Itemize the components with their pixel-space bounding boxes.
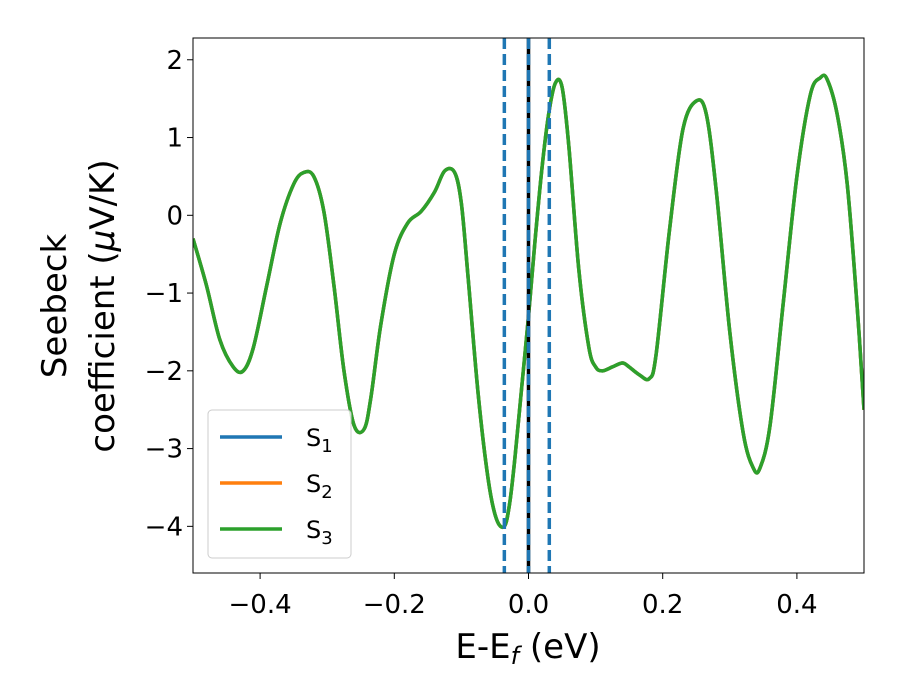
- x-axis-label: E-Ef (eV): [455, 627, 600, 670]
- y-tick-label: −1: [145, 279, 183, 309]
- y-tick-label: −3: [145, 435, 183, 465]
- y-tick-label: 2: [166, 46, 183, 76]
- series-line-s3: [193, 73, 864, 530]
- y-axis-label: Seebeck coefficient (μV/K): [35, 159, 123, 452]
- y-tick-label: −4: [145, 512, 183, 542]
- x-tick-label: −0.4: [229, 590, 292, 620]
- y-axis-ticks: 2 1 0 −1 −2 −3 −4: [145, 46, 193, 542]
- y-axis-label-line1: Seebeck: [35, 234, 75, 379]
- x-tick-label: 0.2: [642, 590, 683, 620]
- x-tick-label: −0.2: [363, 590, 426, 620]
- y-tick-label: −2: [145, 357, 183, 387]
- series-layer: [193, 73, 864, 530]
- legend: S1 S2 S3: [207, 409, 352, 559]
- y-tick-label: 0: [166, 201, 183, 231]
- legend-label-s1: S1: [306, 424, 333, 457]
- x-tick-label: 0.0: [508, 590, 549, 620]
- legend-label-s2: S2: [306, 470, 333, 503]
- x-axis-ticks: −0.4 −0.2 0.0 0.2 0.4: [229, 573, 818, 620]
- legend-label-s3: S3: [306, 516, 333, 549]
- y-tick-label: 1: [166, 124, 183, 154]
- legend-entries: S1 S2 S3: [220, 424, 333, 549]
- vline-layer: [502, 38, 552, 573]
- x-tick-label: 0.4: [776, 590, 817, 620]
- y-axis-label-line2: coefficient (μV/K): [83, 159, 123, 452]
